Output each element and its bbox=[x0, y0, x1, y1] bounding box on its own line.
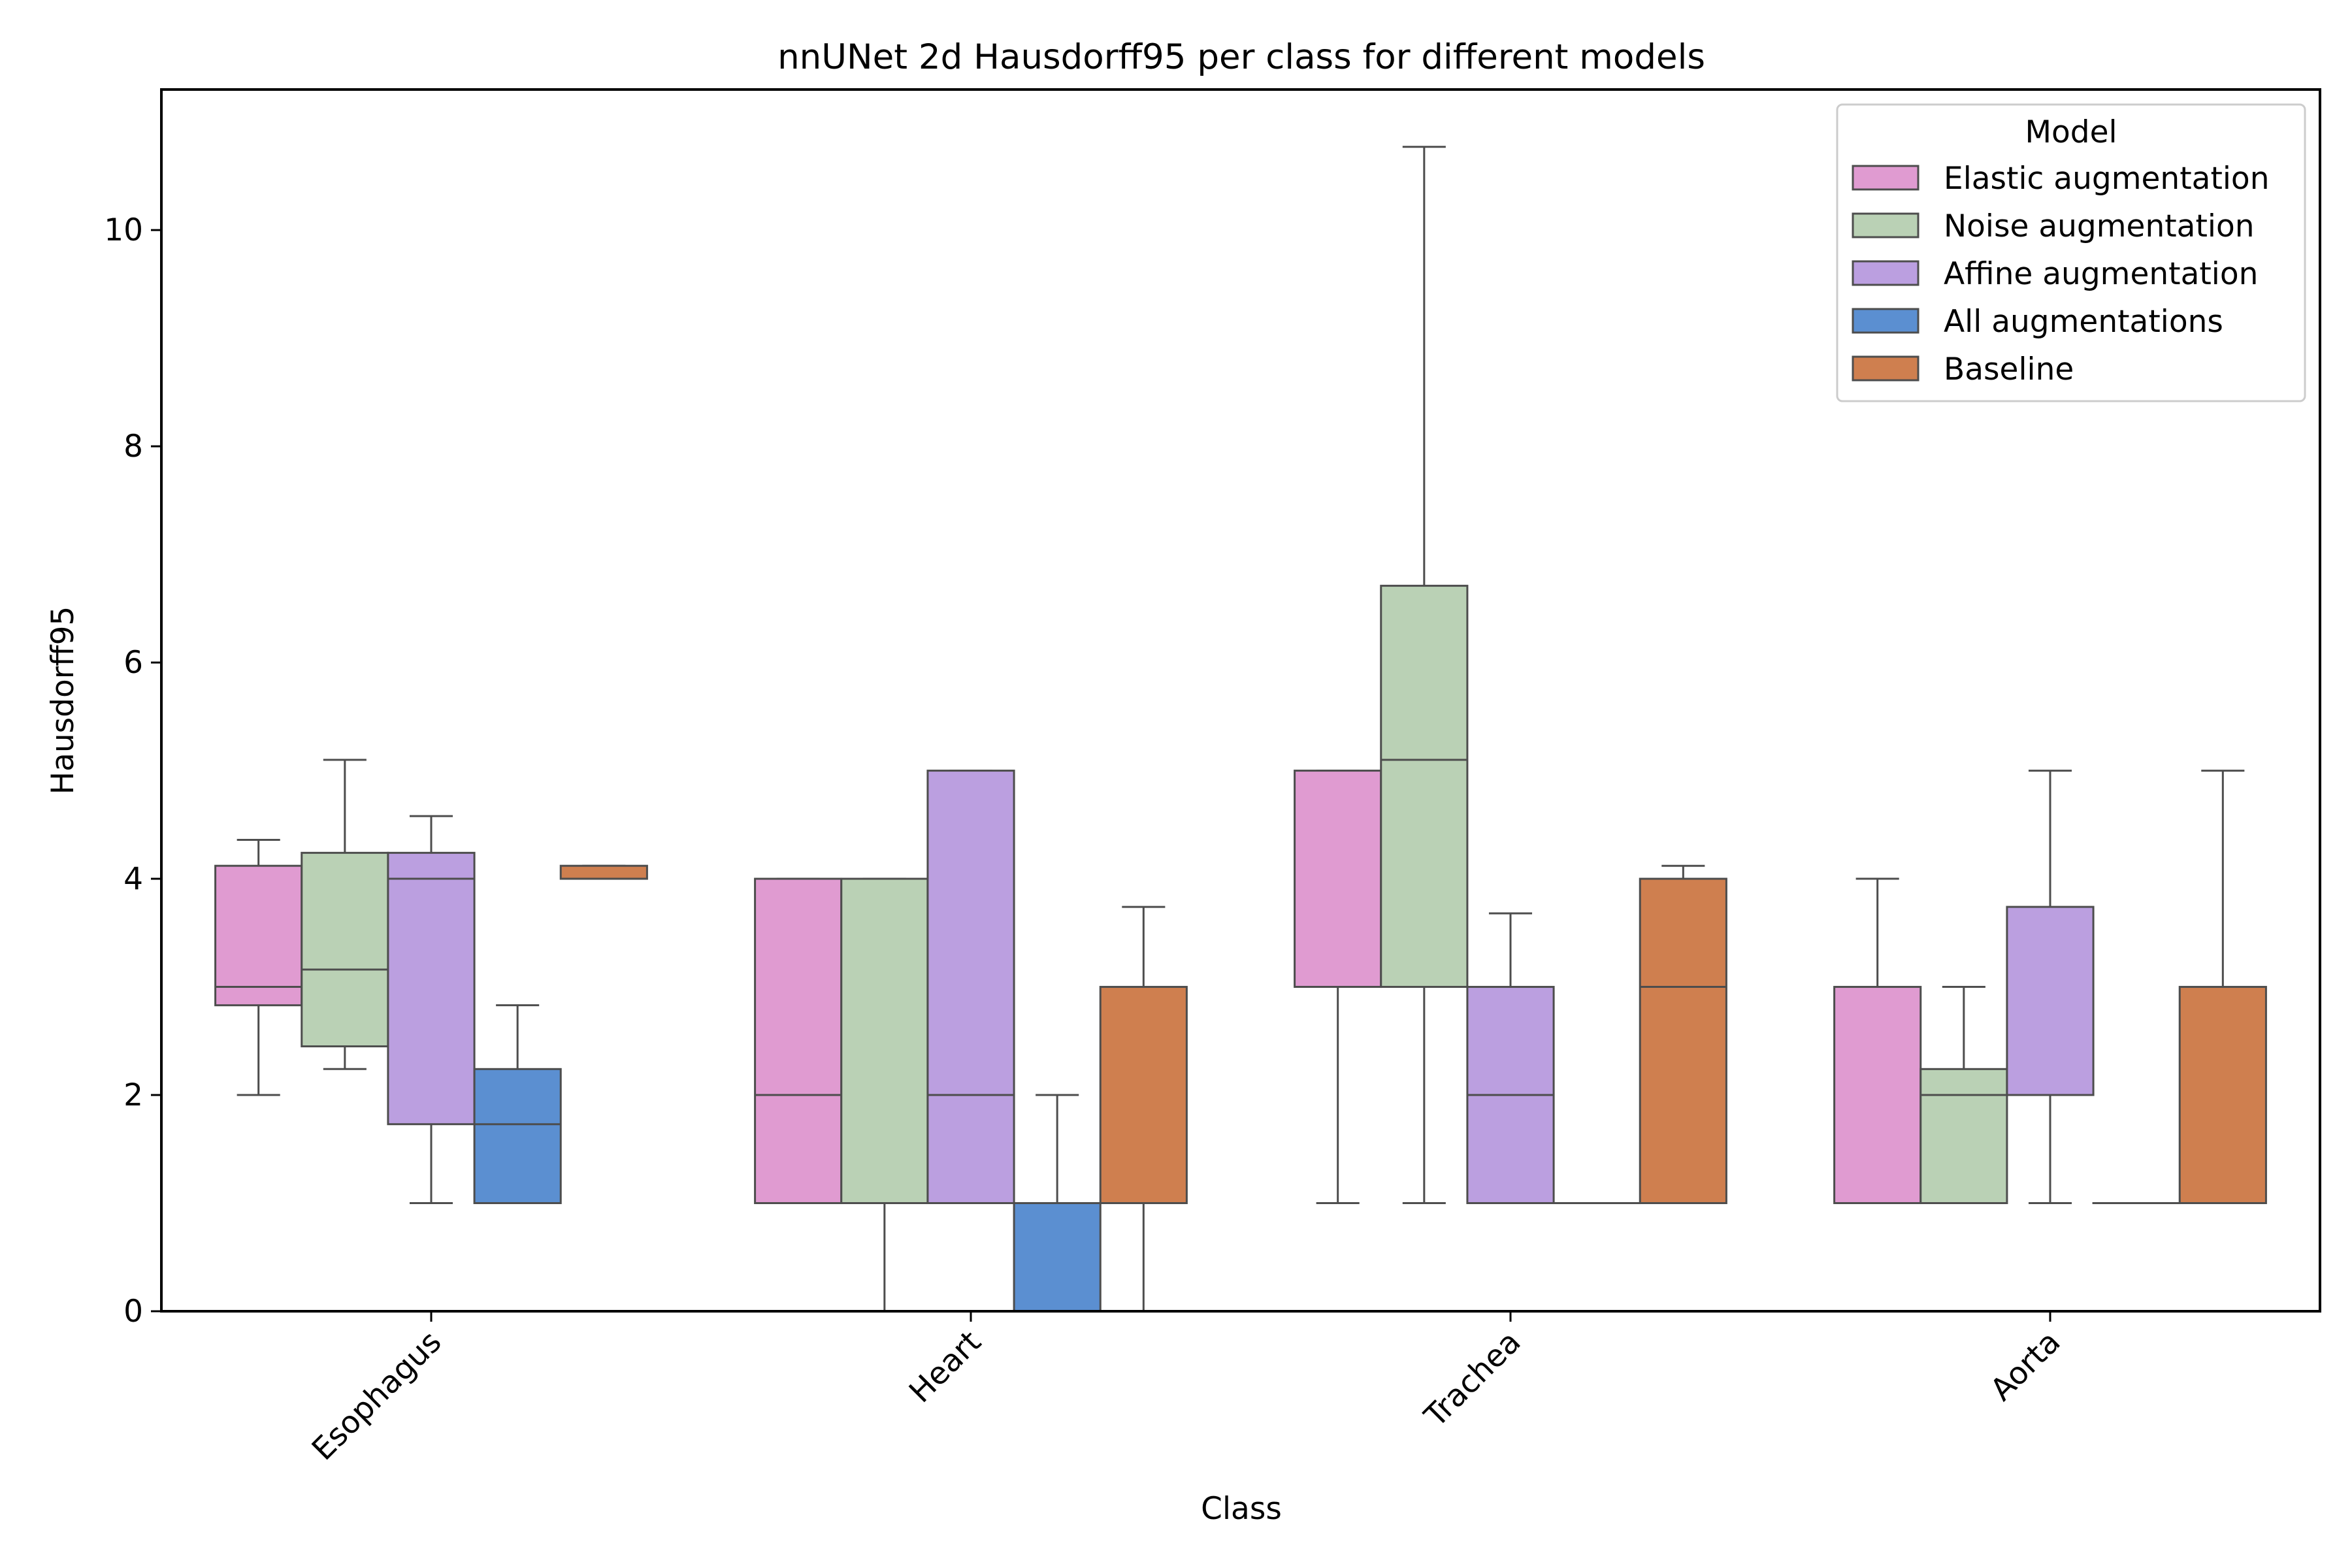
box-iqr bbox=[473, 1068, 562, 1205]
box-heart-affine-augmentation bbox=[926, 770, 1015, 1205]
legend-swatch bbox=[1852, 212, 1919, 238]
box-iqr bbox=[1380, 585, 1469, 988]
box-plot-area bbox=[214, 146, 2267, 1313]
box-iqr bbox=[214, 864, 303, 1007]
legend-label: Elastic augmentation bbox=[1944, 161, 2269, 197]
x-axis-label: Class bbox=[1201, 1491, 1282, 1527]
box-esophagus-elastic-augmentation bbox=[214, 838, 303, 1096]
box-esophagus-all-augmentations bbox=[473, 1004, 562, 1205]
box-iqr bbox=[1099, 986, 1188, 1205]
legend-swatch bbox=[1852, 165, 1919, 191]
legend-swatch bbox=[1852, 308, 1919, 334]
box-heart-all-augmentations bbox=[1013, 1094, 1102, 1313]
y-tick-label: 6 bbox=[123, 645, 143, 681]
box-esophagus-baseline bbox=[559, 864, 648, 880]
y-tick-label: 2 bbox=[123, 1077, 143, 1113]
y-tick-label: 0 bbox=[123, 1294, 143, 1330]
box-heart-elastic-augmentation bbox=[754, 877, 843, 1205]
y-tick-label: 8 bbox=[123, 429, 143, 465]
y-axis: 0 2 4 6 8 10 bbox=[104, 212, 161, 1330]
box-iqr bbox=[926, 770, 1015, 1205]
legend-label: Affine augmentation bbox=[1944, 256, 2258, 292]
legend-label: Noise augmentation bbox=[1944, 208, 2255, 244]
legend-swatch bbox=[1852, 260, 1919, 286]
box-iqr bbox=[1833, 986, 1922, 1205]
box-iqr bbox=[301, 851, 389, 1048]
box-esophagus-affine-augmentation bbox=[387, 815, 476, 1205]
box-trachea-noise-augmentation bbox=[1380, 146, 1469, 1205]
box-iqr bbox=[1294, 770, 1382, 988]
box-iqr bbox=[1639, 877, 1727, 1205]
box-aorta-baseline bbox=[2178, 770, 2267, 1205]
legend-title: Model bbox=[2025, 114, 2117, 150]
box-iqr bbox=[387, 851, 476, 1126]
y-tick-label: 4 bbox=[123, 861, 143, 897]
box-esophagus-noise-augmentation bbox=[301, 759, 389, 1070]
box-iqr bbox=[559, 864, 648, 880]
box-aorta-noise-augmentation bbox=[1919, 986, 2008, 1205]
y-tick-label: 10 bbox=[104, 212, 143, 248]
plot-frame bbox=[160, 88, 2321, 1313]
box-iqr bbox=[840, 877, 929, 1205]
legend-frame bbox=[1836, 103, 2306, 402]
box-trachea-baseline bbox=[1639, 864, 1727, 1205]
box-iqr bbox=[1919, 1068, 2008, 1205]
box-trachea-affine-augmentation bbox=[1466, 912, 1555, 1205]
box-aorta-affine-augmentation bbox=[2006, 770, 2095, 1205]
box-aorta-elastic-augmentation bbox=[1833, 877, 1922, 1205]
box-iqr bbox=[754, 877, 843, 1205]
y-axis-label: Hausdorff95 bbox=[45, 606, 81, 795]
box-trachea-elastic-augmentation bbox=[1294, 770, 1382, 1205]
legend-label: Baseline bbox=[1944, 351, 2074, 387]
legend: Model Elastic augmentation Noise augmenta… bbox=[1836, 103, 2306, 402]
box-iqr bbox=[2178, 986, 2267, 1205]
chart-title: nnUNet 2d Hausdorff95 per class for diff… bbox=[777, 37, 1705, 77]
legend-label: All augmentations bbox=[1944, 304, 2223, 340]
legend-swatch bbox=[1852, 355, 1919, 382]
box-iqr bbox=[2006, 906, 2095, 1096]
box-iqr bbox=[1013, 1202, 1102, 1313]
